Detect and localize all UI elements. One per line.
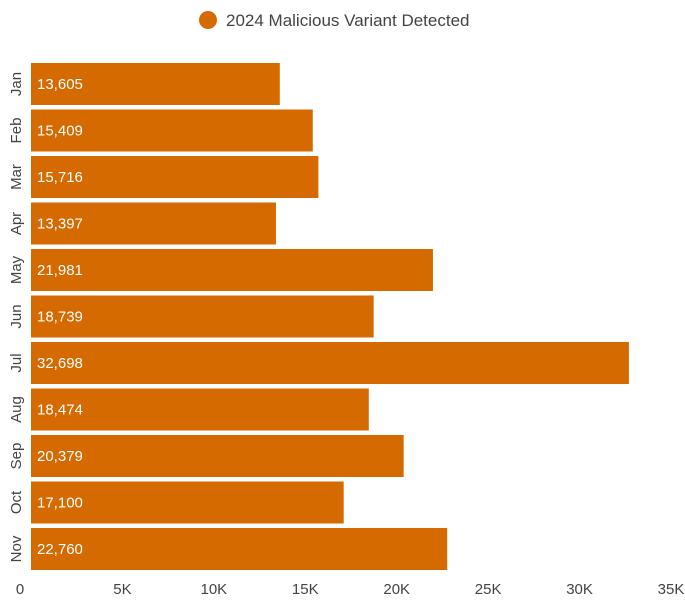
- category-label-jan: Jan: [8, 72, 25, 96]
- category-label-oct: Oct: [8, 490, 25, 514]
- category-label-jul: Jul: [8, 353, 25, 372]
- category-label-apr: Apr: [8, 212, 25, 235]
- x-tick-label: 20K: [383, 581, 410, 598]
- category-label-nov: Nov: [8, 535, 25, 562]
- bars-group: 13,605 15,409 15,716 13,397 21,981 18,739 32,6…: [31, 63, 629, 570]
- x-tick-label: 30K: [566, 581, 593, 598]
- bar-sep: [31, 435, 404, 477]
- legend: 2024 Malicious Variant Detected: [199, 11, 470, 30]
- category-label-mar: Mar: [8, 164, 25, 190]
- bar-may: [31, 249, 433, 291]
- category-label-aug: Aug: [8, 396, 25, 423]
- data-label-jan: 13,605: [37, 76, 83, 93]
- category-label-jun: Jun: [8, 304, 25, 328]
- data-label-nov: 22,760: [37, 541, 83, 558]
- data-label-jul: 32,698: [37, 355, 83, 372]
- bar-oct: [31, 481, 344, 524]
- bar-jul: [31, 342, 629, 384]
- x-tick-label: 10K: [201, 581, 228, 598]
- data-label-apr: 13,397: [37, 216, 83, 233]
- legend-marker: [199, 11, 217, 29]
- data-label-mar: 15,716: [37, 169, 83, 186]
- bar-aug: [31, 388, 369, 431]
- data-label-aug: 18,474: [37, 402, 83, 419]
- bar-nov: [31, 528, 448, 570]
- bar-feb: [31, 109, 313, 152]
- x-tick-label: 15K: [292, 581, 319, 598]
- x-tick-label: 0: [16, 581, 24, 598]
- x-tick-label: 35K: [658, 581, 685, 598]
- data-label-feb: 15,409: [37, 123, 83, 140]
- data-label-may: 21,981: [37, 262, 83, 279]
- bar-mar: [31, 156, 319, 198]
- category-axis: Jan Feb Mar Apr May Jun Jul Aug Sep Oct Nov: [8, 72, 25, 562]
- x-tick-label: 5K: [113, 581, 131, 598]
- data-label-sep: 20,379: [37, 448, 83, 465]
- value-axis: 0 5K 10K 15K 20K 25K 30K 35K: [16, 581, 685, 598]
- legend-label: 2024 Malicious Variant Detected: [226, 11, 470, 30]
- data-label-jun: 18,739: [37, 309, 83, 326]
- x-tick-label: 25K: [475, 581, 502, 598]
- category-label-feb: Feb: [8, 118, 25, 144]
- bar-apr: [31, 202, 276, 245]
- data-label-oct: 17,100: [37, 495, 83, 512]
- bar-jun: [31, 295, 374, 338]
- bar-jan: [31, 63, 280, 105]
- category-label-may: May: [8, 255, 25, 284]
- category-label-sep: Sep: [8, 443, 25, 470]
